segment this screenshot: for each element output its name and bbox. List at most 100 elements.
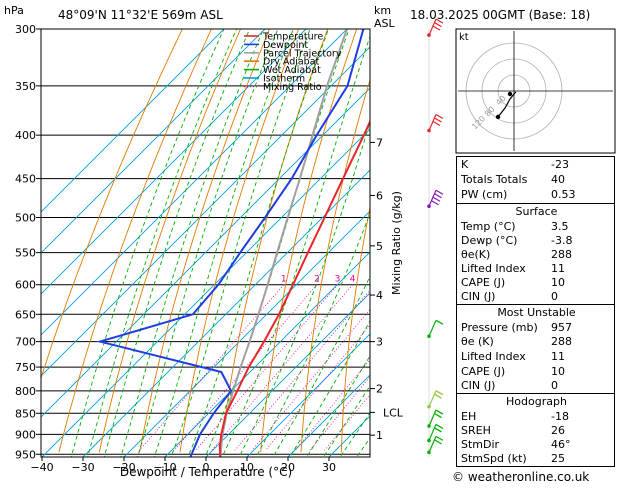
- pressure-tick-label: 550: [15, 247, 36, 260]
- wet-adiabat-line: [103, 29, 251, 457]
- stmspd-value: 25: [551, 452, 565, 465]
- k-index-row: K -23: [457, 157, 616, 172]
- wet-adiabat-line: [120, 29, 264, 457]
- wind-barb-staff: [428, 114, 437, 131]
- stmdir-label: StmDir: [461, 438, 500, 451]
- mu-li-value: 11: [551, 350, 565, 363]
- mixing-ratio-tick-label: 6: [372, 275, 378, 285]
- pressure-tick-label: 300: [15, 23, 36, 36]
- surface-cape-value: 10: [551, 276, 565, 289]
- isotherm-line: [41, 87, 370, 418]
- x-tick-label: −20: [112, 461, 135, 474]
- sreh-label: SREH: [461, 424, 491, 437]
- wet-adiabat-line: [255, 211, 370, 457]
- wind-barb-staff: [428, 189, 437, 207]
- legend-label: Mixing Ratio: [263, 82, 322, 93]
- k-index-label: K: [461, 158, 469, 171]
- wind-barb-flag: [435, 423, 444, 429]
- surface-cin-value: 0: [551, 290, 558, 303]
- wind-barb-staff: [428, 436, 437, 453]
- pressure-unit-label: hPa: [4, 4, 24, 17]
- pressure-tick-label: 950: [15, 448, 36, 461]
- wet-adiabat-line: [221, 34, 370, 457]
- mu-theta-value: 288: [551, 335, 572, 348]
- surface-dewp-row: Dewp (°C) -3.8: [457, 233, 616, 248]
- pressure-tick-label: 750: [15, 361, 36, 374]
- wind-barb-dot: [427, 438, 431, 443]
- km-tick-label: 5: [376, 240, 383, 253]
- isotherm-line: [41, 46, 370, 377]
- pressure-tick-label: 650: [15, 308, 36, 321]
- surface-cin-label: CIN (J): [461, 290, 496, 303]
- wind-barb-flag: [434, 427, 442, 433]
- stmspd-label: StmSpd (kt): [461, 452, 527, 465]
- wind-barb-flag: [435, 18, 444, 24]
- pressure-tick-label: 850: [15, 407, 36, 420]
- mixing-ratio-line: [234, 289, 370, 451]
- wet-adiabat-line: [170, 29, 311, 457]
- x-tick-label: 10: [240, 461, 254, 474]
- surface-theta-label: θe(K): [461, 248, 491, 261]
- hodograph-trace: [497, 91, 517, 118]
- dry-adiabat-line: [98, 29, 241, 453]
- wind-barb-dot: [427, 424, 431, 428]
- legend-label: Isotherm: [263, 74, 305, 85]
- pressure-tick-label: 800: [15, 385, 36, 398]
- wind-barb-flag: [435, 390, 444, 396]
- hodograph-storm-motion: [507, 91, 513, 97]
- totals-totals-label: Totals Totals: [461, 173, 528, 186]
- legend-label: Dry Adiabat: [263, 57, 320, 68]
- pressure-tick-label: 700: [15, 336, 36, 349]
- legend-label: Wet Adiabat: [263, 65, 321, 76]
- mu-li-row: Lifted Index 11: [457, 349, 616, 364]
- legend-label: Temperature: [262, 32, 323, 43]
- legend-label: Parcel Trajectory: [263, 48, 342, 59]
- wet-adiabat-line: [272, 275, 370, 457]
- profiles: [96, 29, 370, 457]
- wet-adiabat-line: [87, 29, 238, 457]
- surface-li-row: Lifted Index 11: [457, 261, 616, 276]
- location-label: 48°09'N 11°32'E 569m ASL: [58, 8, 223, 22]
- pressure-tick-label: 500: [15, 211, 36, 224]
- km-tick-label: 6: [376, 189, 383, 202]
- isotherm-line: [205, 292, 370, 457]
- hodograph-title: Hodograph: [506, 395, 567, 408]
- wind-barb-dot: [427, 404, 431, 409]
- axes: 3003504004505005506006507007508008509009…: [15, 23, 404, 474]
- mixing-ratio-line: [251, 308, 370, 451]
- isotherm-line: [82, 169, 370, 457]
- wet-adiabat-line: [187, 29, 329, 457]
- hodograph-unit-label: kt: [459, 32, 469, 43]
- wind-barb-flag: [432, 196, 441, 202]
- sreh-row: SREH 26: [457, 423, 616, 438]
- mu-li-label: Lifted Index: [461, 350, 526, 363]
- x-tick-label: −30: [71, 461, 94, 474]
- wind-barb-staff: [428, 320, 437, 337]
- dry-adiabat-line: [58, 29, 212, 453]
- surface-li-value: 11: [551, 262, 565, 275]
- pw-label: PW (cm): [461, 188, 508, 201]
- x-tick-label: 20: [281, 461, 295, 474]
- wind-barb-flag: [435, 189, 444, 195]
- surface-cape-row: CAPE (J) 10: [457, 275, 616, 290]
- surface-table: Surface Temp (°C) 3.5 Dewp (°C) -3.8 θe(K)…: [456, 203, 615, 305]
- background-lines: 1 2 3 4 6 8 10 16 20 25: [41, 29, 378, 457]
- surface-title: Surface: [515, 205, 558, 218]
- pw-value: 0.53: [551, 188, 576, 201]
- x-tick-label: −10: [153, 461, 176, 474]
- wind-barb-staff: [428, 424, 437, 441]
- dry-adiabat-line: [219, 29, 329, 453]
- mu-theta-label: θe (K): [461, 335, 494, 348]
- wind-barb-flag: [435, 409, 444, 415]
- surface-theta-value: 288: [551, 248, 572, 261]
- x-axis-label: Dewpoint / Temperature (°C): [120, 465, 292, 479]
- mu-cin-label: CIN (J): [461, 379, 496, 392]
- isotherm-line: [41, 128, 370, 457]
- wind-barb-flag: [434, 117, 442, 123]
- sreh-value: 26: [551, 424, 565, 437]
- stmspd-row: StmSpd (kt) 25: [457, 451, 616, 466]
- pressure-tick-label: 450: [15, 173, 36, 186]
- surface-temp-row: Temp (°C) 3.5: [457, 219, 616, 234]
